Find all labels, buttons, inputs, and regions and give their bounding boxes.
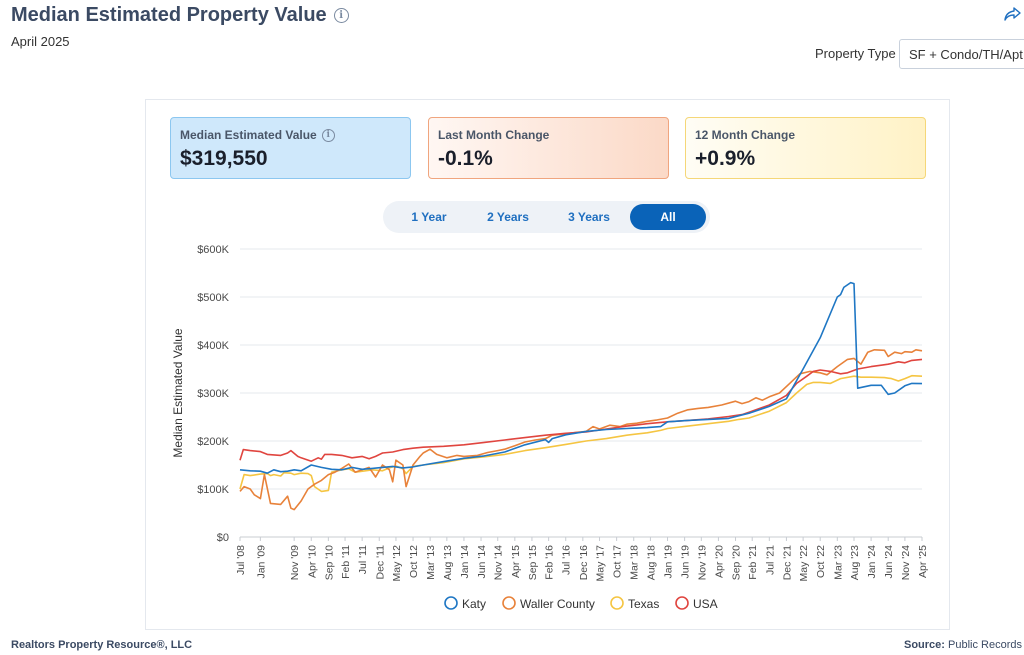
x-tick-label: Sep '20 (731, 545, 743, 580)
x-tick-label: Jan '09 (255, 545, 267, 579)
y-tick-label: $100K (197, 484, 229, 496)
x-tick-label: Jan '24 (866, 545, 878, 579)
x-tick-label: Aug '13 (442, 545, 454, 580)
time-range-selector: 1 Year 2 Years 3 Years All (383, 201, 710, 233)
twelve-month-change-label: 12 Month Change (695, 128, 796, 142)
last-month-change-card: Last Month Change -0.1% (428, 117, 669, 179)
median-value-label: Median Estimated Value (180, 128, 317, 142)
x-tick-label: Jul '11 (357, 545, 369, 574)
legend-marker-katy (444, 596, 458, 610)
legend-label-katy: Katy (462, 597, 486, 611)
x-tick-label: Mar '13 (425, 545, 437, 580)
x-tick-label: Dec '11 (374, 545, 386, 580)
x-tick-label: Jan '19 (663, 545, 675, 579)
x-tick-label: Jun '24 (883, 545, 895, 579)
page-title-text: Median Estimated Property Value (11, 4, 327, 26)
legend-marker-usa (675, 596, 689, 610)
share-icon[interactable] (1004, 7, 1022, 21)
series-line-usa (239, 358, 923, 462)
footer-source: Source: Public Records (904, 639, 1022, 651)
last-month-change-label: Last Month Change (438, 128, 550, 142)
x-tick-label: Nov '14 (493, 545, 505, 580)
x-tick-label: Jul '16 (561, 545, 573, 575)
median-value-amount: $319,550 (180, 147, 268, 170)
x-tick-label: Jul '21 (764, 545, 776, 575)
footer-company: Realtors Property Resource®, LLC (11, 639, 193, 651)
x-tick-label: Feb '21 (747, 545, 759, 580)
x-tick-label: Oct '22 (815, 545, 827, 578)
x-tick-label: Apr '25 (917, 545, 929, 578)
legend-label-texas: Texas (628, 597, 659, 611)
x-tick-label: Aug '23 (849, 545, 861, 580)
range-3-years-button[interactable]: 3 Years (568, 210, 610, 224)
x-tick-label: Jan '14 (459, 545, 471, 579)
series-line-texas (239, 374, 923, 493)
page-title: Median Estimated Property Value i (11, 4, 349, 27)
footer-source-value: Public Records (948, 639, 1022, 651)
legend-marker-texas (610, 596, 624, 610)
footer-source-label: Source: (903, 639, 945, 651)
range-all-button[interactable]: All (630, 204, 706, 230)
property-type-label: Property Type (815, 46, 896, 61)
x-tick-label: Nov '24 (900, 545, 912, 580)
y-tick-label: $300K (197, 388, 229, 400)
series-line-katy (239, 281, 923, 474)
x-tick-label: Jul '08 (235, 545, 247, 575)
x-tick-label: Sep '15 (527, 545, 539, 580)
x-tick-label: Jun '19 (680, 545, 692, 579)
info-icon[interactable]: i (321, 128, 335, 142)
y-tick-label: $600K (197, 244, 229, 256)
range-2-years-button[interactable]: 2 Years (487, 210, 529, 224)
x-tick-label: May '12 (391, 545, 403, 582)
x-tick-label: Feb '11 (340, 545, 352, 579)
x-tick-label: Mar '18 (629, 545, 641, 580)
page-subtitle: April 2025 (11, 34, 70, 49)
last-month-change-value: -0.1% (438, 147, 493, 170)
x-tick-label: Nov '19 (696, 545, 708, 580)
property-type-select[interactable]: SF + Condo/TH/Apt (899, 39, 1024, 69)
info-icon[interactable]: i (333, 8, 349, 23)
x-tick-label: Apr '20 (713, 545, 725, 578)
x-tick-label: Apr '15 (510, 545, 522, 578)
x-tick-label: Dec '21 (781, 545, 793, 580)
x-tick-label: Dec '16 (578, 545, 590, 580)
median-value-card-header: Median Estimated Value i (180, 128, 401, 142)
median-value-card: Median Estimated Value i $319,550 (170, 117, 411, 179)
series-line-waller-county (239, 349, 923, 511)
x-tick-label: Aug '18 (645, 545, 657, 580)
x-tick-label: Oct '12 (408, 545, 420, 578)
x-tick-label: Sep '10 (323, 545, 335, 580)
range-1-year-button[interactable]: 1 Year (411, 210, 447, 224)
x-tick-label: Apr '10 (306, 545, 318, 578)
twelve-month-change-value: +0.9% (695, 147, 756, 170)
y-axis-title: Median Estimated Value (171, 328, 185, 458)
y-tick-label: $500K (197, 292, 229, 304)
x-tick-label: Oct '17 (612, 545, 624, 578)
legend-label-usa: USA (693, 597, 718, 611)
y-tick-label: $200K (197, 436, 229, 448)
x-tick-label: May '17 (595, 545, 607, 582)
y-tick-label: $400K (197, 340, 229, 352)
x-tick-label: Feb '16 (544, 545, 556, 580)
x-tick-label: May '22 (798, 545, 810, 582)
legend-marker-waller-county (502, 596, 516, 610)
y-tick-label: $0 (217, 532, 229, 544)
chart-panel (145, 99, 950, 630)
x-tick-label: Jun '14 (476, 545, 488, 579)
x-tick-label: Nov '09 (289, 545, 301, 580)
x-tick-label: Mar '23 (832, 545, 844, 580)
legend-label-waller-county: Waller County (520, 597, 595, 611)
twelve-month-change-card: 12 Month Change +0.9% (685, 117, 926, 179)
